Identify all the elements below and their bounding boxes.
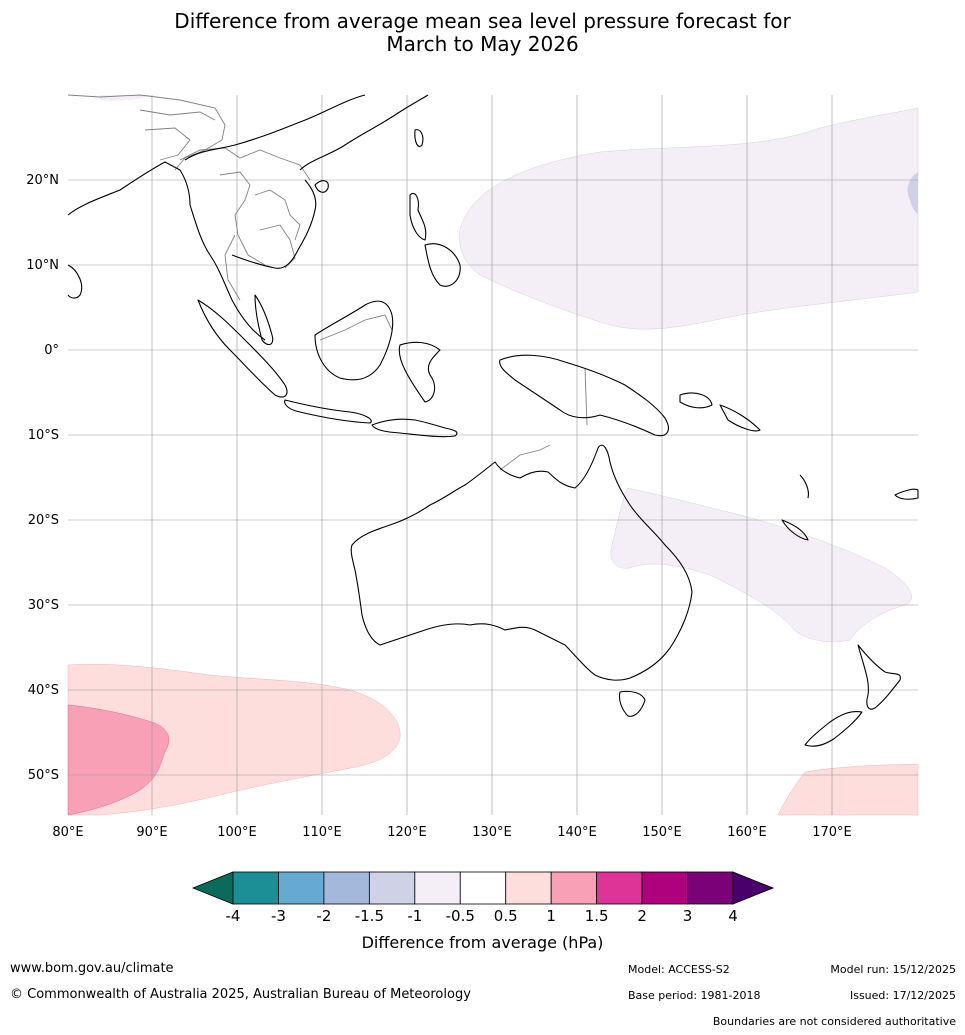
coast-java (284, 399, 372, 424)
anomaly-region-tasman (610, 487, 912, 643)
colorbar-cell-10 (687, 871, 734, 905)
colorbar-tick-0: -4 (226, 907, 241, 925)
coast-china (184, 94, 366, 161)
colorbar-tick-3: -1.5 (355, 907, 384, 925)
colorbar-cell-3 (368, 871, 416, 905)
model-run-text: Model run: 15/12/2025 (830, 963, 956, 976)
colorbar-cells (232, 871, 734, 905)
colorbar-tick-9: 2 (637, 907, 647, 925)
copyright-text: © Commonwealth of Australia 2025, Austra… (10, 987, 471, 1002)
country-boundaries (67, 94, 588, 471)
colorbar-low-arrow (191, 871, 234, 905)
website-link[interactable]: www.bom.gov.au/climate (10, 961, 174, 976)
coast-new-caledonia (781, 519, 809, 541)
lat-label-0: 0° (44, 343, 59, 358)
coast-australia (350, 444, 693, 681)
lat-label-10n: 10°N (26, 258, 59, 273)
colorbar-cell-1 (278, 871, 325, 905)
lon-label-80e: 80°E (52, 825, 83, 840)
colorbar-tick-10: 3 (683, 907, 693, 925)
colorbar-cell-0 (232, 871, 279, 905)
colorbar-tick-8: 1.5 (585, 907, 609, 925)
coast-borneo (314, 300, 394, 381)
coast-taiwan (414, 129, 424, 148)
colorbar-tick-4: -1 (407, 907, 422, 925)
model-text: Model: ACCESS-S2 (628, 963, 730, 976)
coast-sumatra (197, 299, 288, 398)
coast-new-britain (679, 392, 713, 409)
coast-india (67, 161, 191, 216)
legend-label: Difference from average (hPa) (361, 933, 604, 952)
coast-fiji (894, 488, 919, 500)
lat-label-30s: 30°S (28, 598, 59, 613)
lat-label-40s: 40°S (28, 683, 59, 698)
lon-label-120e: 120°E (387, 825, 427, 840)
lon-label-130e: 130°E (472, 825, 512, 840)
gridlines (68, 95, 918, 815)
anomaly-region-south-indian-core (67, 704, 170, 816)
coast-lesser-sunda (371, 418, 458, 438)
coast-hainan (314, 180, 329, 193)
coast-tasmania (618, 690, 646, 717)
title-line-1: Difference from average mean sea level p… (174, 9, 791, 33)
colorbar-tick-6: 0.5 (494, 907, 518, 925)
disclaimer-text: Boundaries are not considered authoritat… (712, 1015, 956, 1028)
title-line-2: March to May 2026 (386, 32, 579, 56)
colorbar-ticks: -4 -3 -2 -1.5 -1 -0.5 0.5 1 1.5 2 3 4 (226, 907, 738, 925)
lon-labels: 80°E 90°E 100°E 110°E 120°E 130°E 140°E … (52, 825, 851, 840)
colorbar-cell-6 (505, 871, 552, 905)
coast-china-east (299, 94, 429, 171)
lon-label-140e: 140°E (557, 825, 597, 840)
lon-label-100e: 100°E (217, 825, 257, 840)
colorbar-cell-9 (641, 871, 688, 905)
coast-indochina (189, 204, 266, 341)
coast-nz-south (804, 711, 863, 747)
coast-vanuatu (799, 474, 809, 499)
issued-text: Issued: 17/12/2025 (849, 989, 956, 1002)
colorbar-cell-2 (323, 871, 370, 905)
colorbar-tick-11: 4 (728, 907, 738, 925)
lon-label-170e: 170°E (812, 825, 852, 840)
coast-nz-north (857, 644, 901, 710)
anomaly-shading (67, 95, 919, 816)
lat-label-50s: 50°S (28, 768, 59, 783)
anomaly-region-east-edge (907, 172, 918, 214)
colorbar-cell-7 (550, 871, 598, 905)
lat-label-10s: 10°S (28, 428, 59, 443)
lon-label-90e: 90°E (136, 825, 167, 840)
colorbar-cell-5 (459, 871, 507, 905)
lon-label-150e: 150°E (642, 825, 682, 840)
lon-label-160e: 160°E (727, 825, 767, 840)
coast-malay (254, 294, 274, 346)
lon-label-110e: 110°E (302, 825, 342, 840)
lat-label-20s: 20°S (28, 513, 59, 528)
coast-sri-lanka (67, 264, 83, 299)
colorbar-cell-8 (596, 871, 643, 905)
colorbar: -4 -3 -2 -1.5 -1 -0.5 0.5 1 1.5 2 3 4 (191, 871, 775, 925)
map-title: Difference from average mean sea level p… (0, 10, 965, 56)
colorbar-high-arrow (732, 871, 775, 905)
colorbar-tick-1: -3 (271, 907, 286, 925)
lat-label-20n: 20°N (26, 173, 59, 188)
colorbar-cell-4 (414, 871, 461, 905)
colorbar-tick-2: -2 (316, 907, 331, 925)
coast-new-guinea (499, 354, 669, 437)
coast-solomon (719, 404, 761, 432)
anomaly-region-north-pacific (459, 107, 919, 330)
anomaly-region-southern-ocean (777, 763, 919, 816)
colorbar-tick-5: -0.5 (446, 907, 475, 925)
coast-philippines-luzon (409, 192, 427, 241)
coast-philippines-south (424, 243, 461, 287)
lat-labels: 20°N 10°N 0° 10°S 20°S 30°S 40°S 50°S (26, 173, 59, 783)
coast-sulawesi (398, 341, 441, 403)
coastlines (67, 94, 919, 747)
colorbar-tick-7: 1 (546, 907, 556, 925)
coast-thailand (231, 179, 317, 269)
base-period-text: Base period: 1981-2018 (628, 989, 761, 1002)
